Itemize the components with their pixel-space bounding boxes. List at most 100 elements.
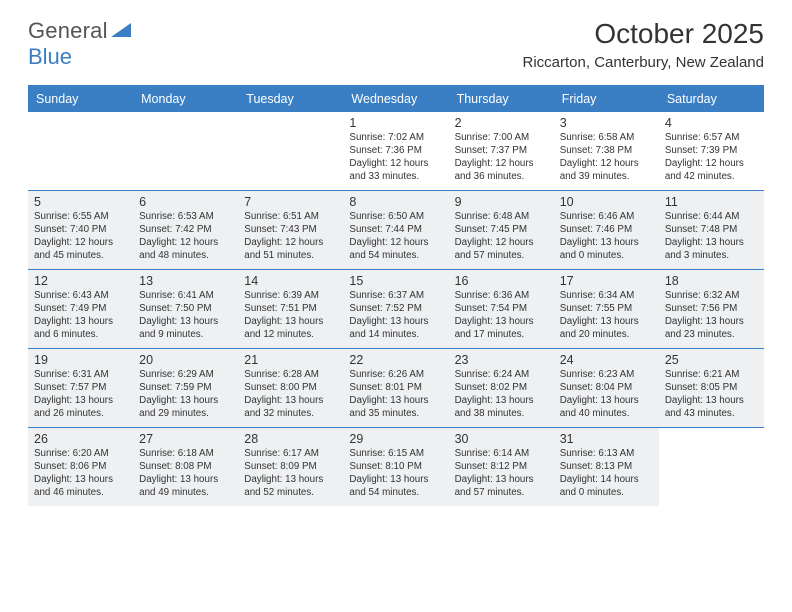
day-cell: 20Sunrise: 6:29 AMSunset: 7:59 PMDayligh… xyxy=(133,349,238,427)
day-header-row: SundayMondayTuesdayWednesdayThursdayFrid… xyxy=(28,87,764,112)
day-cell: 2 Sunrise: 7:00 AMSunset: 7:37 PMDaylight… xyxy=(449,112,554,190)
day-info: Sunrise: 6:34 AMSunset: 7:55 PMDaylight:… xyxy=(560,290,653,342)
day-cell: 21 Sunrise: 6:28 AMSunset: 8:00 PMDayligh… xyxy=(238,349,343,427)
day-cell: 5 Sunrise: 6:55 AMSunset: 7:40 PMDaylight… xyxy=(28,191,133,269)
day-info: Sunrise: 6:13 AMSunset: 8:13 PMDaylight:… xyxy=(560,448,653,500)
day-cell xyxy=(133,112,238,190)
day-number: 3 xyxy=(560,116,653,130)
week-row: 26 Sunrise: 6:20 AMSunset: 8:06 PMDayligh… xyxy=(28,428,764,506)
week-row: 1 Sunrise: 7:02 AMSunset: 7:36 PMDaylight… xyxy=(28,112,764,191)
day-number: 17 xyxy=(560,274,653,288)
day-info: Sunrise: 6:28 AMSunset: 8:00 PMDaylight:… xyxy=(244,369,337,421)
brand-part1: General xyxy=(28,18,108,44)
day-cell: 28Sunrise: 6:17 AMSunset: 8:09 PMDayligh… xyxy=(238,428,343,506)
day-cell xyxy=(659,428,764,506)
day-info: Sunrise: 6:50 AMSunset: 7:44 PMDaylight:… xyxy=(349,211,442,263)
day-cell: 26 Sunrise: 6:20 AMSunset: 8:06 PMDayligh… xyxy=(28,428,133,506)
day-info: Sunrise: 7:00 AMSunset: 7:37 PMDaylight:… xyxy=(455,132,548,184)
day-cell: 24 Sunrise: 6:23 AMSunset: 8:04 PMDayligh… xyxy=(554,349,659,427)
location-label: Riccarton, Canterbury, New Zealand xyxy=(523,54,765,71)
day-info: Sunrise: 6:20 AMSunset: 8:06 PMDaylight:… xyxy=(34,448,127,500)
day-number: 9 xyxy=(455,195,548,209)
week-row: 19 Sunrise: 6:31 AMSunset: 7:57 PMDayligh… xyxy=(28,349,764,428)
day-cell xyxy=(28,112,133,190)
day-info: Sunrise: 6:21 AMSunset: 8:05 PMDaylight:… xyxy=(665,369,758,421)
day-info: Sunrise: 6:55 AMSunset: 7:40 PMDaylight:… xyxy=(34,211,127,263)
day-cell: 4Sunrise: 6:57 AMSunset: 7:39 PMDaylight… xyxy=(659,112,764,190)
calendar-body: 1 Sunrise: 7:02 AMSunset: 7:36 PMDaylight… xyxy=(28,112,764,506)
day-info: Sunrise: 7:02 AMSunset: 7:36 PMDaylight:… xyxy=(349,132,442,184)
day-cell: 29Sunrise: 6:15 AMSunset: 8:10 PMDayligh… xyxy=(343,428,448,506)
day-number: 22 xyxy=(349,353,442,367)
day-number: 1 xyxy=(349,116,442,130)
day-info: Sunrise: 6:17 AMSunset: 8:09 PMDaylight:… xyxy=(244,448,337,500)
day-cell: 13 Sunrise: 6:41 AMSunset: 7:50 PMDayligh… xyxy=(133,270,238,348)
day-number: 5 xyxy=(34,195,127,209)
day-number: 13 xyxy=(139,274,232,288)
day-info: Sunrise: 6:23 AMSunset: 8:04 PMDaylight:… xyxy=(560,369,653,421)
day-info: Sunrise: 6:39 AMSunset: 7:51 PMDaylight:… xyxy=(244,290,337,342)
day-number: 11 xyxy=(665,195,758,209)
logo-triangle-icon xyxy=(111,23,131,39)
day-number: 23 xyxy=(455,353,548,367)
day-cell: 12 Sunrise: 6:43 AMSunset: 7:49 PMDayligh… xyxy=(28,270,133,348)
day-info: Sunrise: 6:53 AMSunset: 7:42 PMDaylight:… xyxy=(139,211,232,263)
day-number: 26 xyxy=(34,432,127,446)
day-number: 30 xyxy=(455,432,548,446)
day-number: 24 xyxy=(560,353,653,367)
calendar: SundayMondayTuesdayWednesdayThursdayFrid… xyxy=(28,85,764,506)
day-cell: 1 Sunrise: 7:02 AMSunset: 7:36 PMDaylight… xyxy=(343,112,448,190)
day-header-cell: Wednesday xyxy=(343,87,448,112)
day-cell: 30Sunrise: 6:14 AMSunset: 8:12 PMDayligh… xyxy=(449,428,554,506)
day-number: 8 xyxy=(349,195,442,209)
day-info: Sunrise: 6:36 AMSunset: 7:54 PMDaylight:… xyxy=(455,290,548,342)
day-number: 18 xyxy=(665,274,758,288)
day-info: Sunrise: 6:48 AMSunset: 7:45 PMDaylight:… xyxy=(455,211,548,263)
day-info: Sunrise: 6:24 AMSunset: 8:02 PMDaylight:… xyxy=(455,369,548,421)
day-cell xyxy=(238,112,343,190)
day-header-cell: Sunday xyxy=(28,87,133,112)
day-number: 20 xyxy=(139,353,232,367)
week-row: 12 Sunrise: 6:43 AMSunset: 7:49 PMDayligh… xyxy=(28,270,764,349)
day-cell: 31 Sunrise: 6:13 AMSunset: 8:13 PMDayligh… xyxy=(554,428,659,506)
day-cell: 18 Sunrise: 6:32 AMSunset: 7:56 PMDayligh… xyxy=(659,270,764,348)
day-header-cell: Saturday xyxy=(659,87,764,112)
day-cell: 11Sunrise: 6:44 AMSunset: 7:48 PMDayligh… xyxy=(659,191,764,269)
day-number: 10 xyxy=(560,195,653,209)
day-cell: 19 Sunrise: 6:31 AMSunset: 7:57 PMDayligh… xyxy=(28,349,133,427)
day-number: 7 xyxy=(244,195,337,209)
day-info: Sunrise: 6:26 AMSunset: 8:01 PMDaylight:… xyxy=(349,369,442,421)
day-number: 12 xyxy=(34,274,127,288)
day-header-cell: Friday xyxy=(554,87,659,112)
month-title: October 2025 xyxy=(523,18,765,50)
day-info: Sunrise: 6:31 AMSunset: 7:57 PMDaylight:… xyxy=(34,369,127,421)
day-info: Sunrise: 6:46 AMSunset: 7:46 PMDaylight:… xyxy=(560,211,653,263)
day-number: 19 xyxy=(34,353,127,367)
day-number: 31 xyxy=(560,432,653,446)
day-number: 4 xyxy=(665,116,758,130)
header: General October 2025 Riccarton, Canterbu… xyxy=(0,0,792,77)
day-info: Sunrise: 6:18 AMSunset: 8:08 PMDaylight:… xyxy=(139,448,232,500)
day-info: Sunrise: 6:41 AMSunset: 7:50 PMDaylight:… xyxy=(139,290,232,342)
day-info: Sunrise: 6:58 AMSunset: 7:38 PMDaylight:… xyxy=(560,132,653,184)
day-cell: 17 Sunrise: 6:34 AMSunset: 7:55 PMDayligh… xyxy=(554,270,659,348)
day-info: Sunrise: 6:15 AMSunset: 8:10 PMDaylight:… xyxy=(349,448,442,500)
day-number: 2 xyxy=(455,116,548,130)
week-row: 5 Sunrise: 6:55 AMSunset: 7:40 PMDaylight… xyxy=(28,191,764,270)
day-number: 6 xyxy=(139,195,232,209)
day-number: 21 xyxy=(244,353,337,367)
day-info: Sunrise: 6:37 AMSunset: 7:52 PMDaylight:… xyxy=(349,290,442,342)
day-cell: 6 Sunrise: 6:53 AMSunset: 7:42 PMDaylight… xyxy=(133,191,238,269)
day-cell: 7Sunrise: 6:51 AMSunset: 7:43 PMDaylight… xyxy=(238,191,343,269)
day-number: 25 xyxy=(665,353,758,367)
day-header-cell: Thursday xyxy=(449,87,554,112)
day-cell: 22 Sunrise: 6:26 AMSunset: 8:01 PMDayligh… xyxy=(343,349,448,427)
title-block: October 2025 Riccarton, Canterbury, New … xyxy=(523,18,765,71)
day-number: 15 xyxy=(349,274,442,288)
day-number: 16 xyxy=(455,274,548,288)
day-info: Sunrise: 6:43 AMSunset: 7:49 PMDaylight:… xyxy=(34,290,127,342)
day-info: Sunrise: 6:32 AMSunset: 7:56 PMDaylight:… xyxy=(665,290,758,342)
logo: General xyxy=(28,18,131,44)
day-cell: 27Sunrise: 6:18 AMSunset: 8:08 PMDayligh… xyxy=(133,428,238,506)
day-cell: 9 Sunrise: 6:48 AMSunset: 7:45 PMDaylight… xyxy=(449,191,554,269)
